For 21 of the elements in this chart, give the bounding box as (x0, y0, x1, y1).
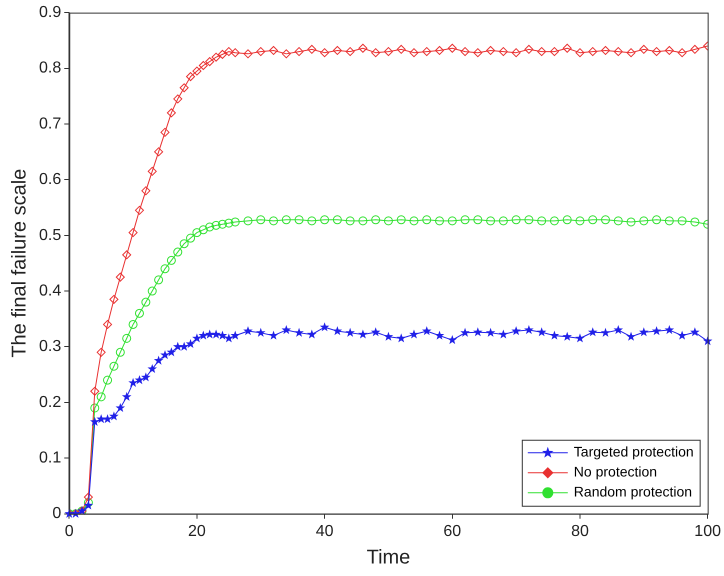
x-tick-label: 60 (443, 522, 462, 540)
y-tick-label: 0.2 (38, 394, 62, 411)
y-tick-label: 0.4 (38, 282, 62, 300)
legend-label: No protection (574, 464, 658, 480)
y-tick-label: 0.9 (38, 4, 62, 22)
x-tick-label: 0 (64, 522, 74, 540)
x-tick-label: 80 (571, 522, 589, 540)
legend-label: Targeted protection (574, 444, 694, 460)
y-tick-label: 0.8 (38, 60, 62, 77)
legend-label: Random protection (574, 484, 692, 500)
y-tick-label: 0 (52, 505, 62, 522)
y-tick-label: 0.1 (38, 450, 62, 467)
y-tick-label: 0.3 (38, 338, 62, 356)
x-tick-label: 40 (316, 522, 334, 540)
y-axis-title: The final failure scale (8, 168, 31, 358)
y-tick-label: 0.6 (38, 171, 62, 188)
x-axis-title: Time (366, 546, 410, 569)
x-tick-label: 100 (694, 522, 722, 540)
x-tick-label: 20 (188, 522, 206, 540)
y-tick-label: 0.7 (38, 115, 62, 132)
y-tick-label: 0.5 (38, 226, 62, 244)
